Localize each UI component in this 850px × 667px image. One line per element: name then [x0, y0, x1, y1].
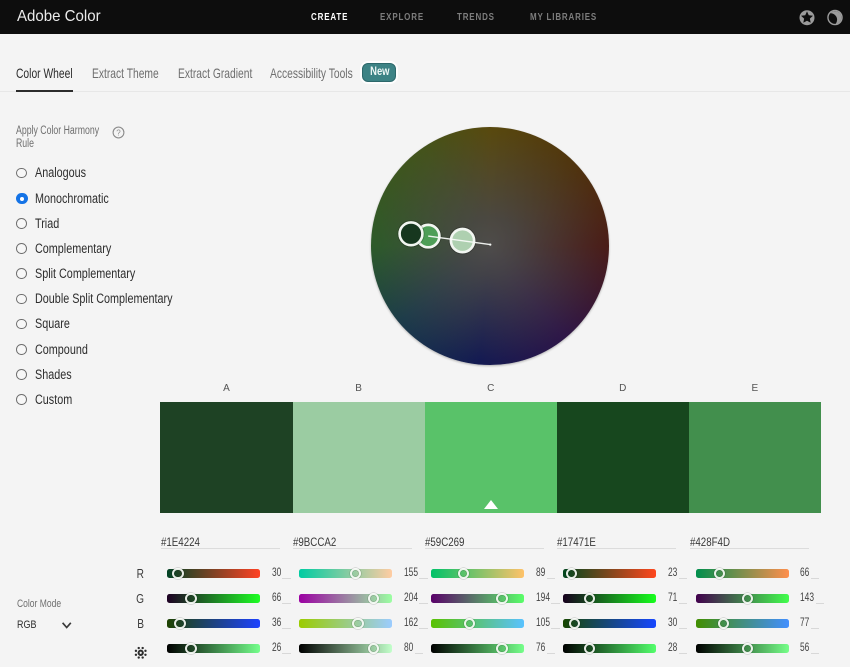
svg-text:?: ?	[116, 128, 121, 137]
